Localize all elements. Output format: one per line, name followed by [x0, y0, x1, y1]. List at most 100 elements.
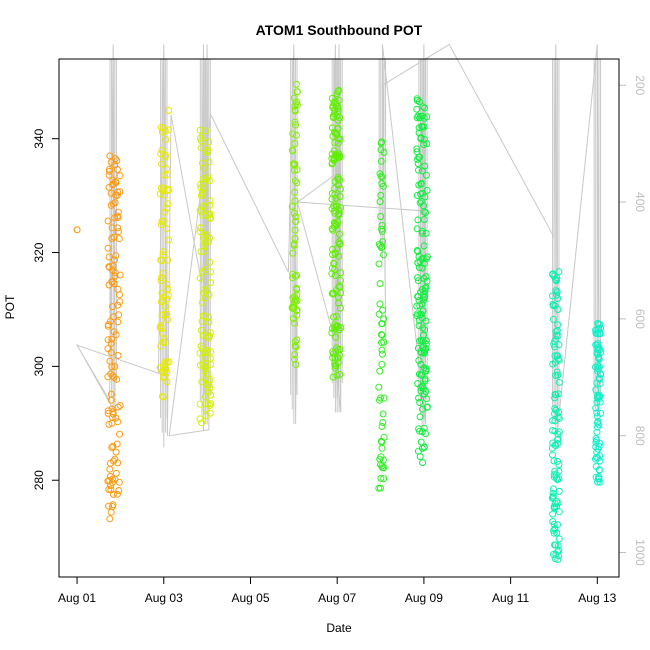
data-point — [378, 360, 386, 368]
data-point — [106, 515, 114, 523]
data-point — [106, 465, 114, 473]
data-point — [291, 107, 299, 115]
data-point — [422, 171, 430, 179]
data-point — [106, 357, 114, 365]
data-point — [336, 371, 344, 378]
data-point — [200, 234, 208, 241]
data-point — [199, 132, 207, 140]
data-point — [293, 284, 300, 292]
data-point — [595, 354, 603, 362]
data-point — [413, 148, 421, 156]
data-point — [592, 435, 600, 442]
data-point — [416, 413, 424, 421]
x-tick-label: Aug 11 — [492, 591, 529, 605]
data-point — [332, 333, 340, 341]
data-point — [592, 363, 599, 371]
data-point — [333, 203, 341, 211]
data-point — [198, 208, 206, 216]
data-point — [157, 274, 165, 282]
data-point — [292, 361, 300, 368]
data-point — [417, 135, 425, 143]
data-point — [555, 268, 563, 276]
data-point — [109, 200, 117, 208]
data-point — [293, 88, 301, 96]
data-point — [158, 221, 165, 229]
data-point — [202, 405, 210, 413]
data-point — [289, 130, 297, 138]
data-point — [328, 290, 336, 297]
data-point — [331, 364, 339, 372]
data-point — [196, 400, 204, 408]
data-point — [422, 388, 430, 395]
y-tick-label: 280 — [32, 470, 46, 490]
data-point — [416, 453, 424, 461]
x-tick-label: Aug 07 — [318, 591, 356, 605]
data-point — [554, 295, 562, 302]
data-point — [114, 208, 122, 216]
data-point — [592, 443, 600, 451]
data-point — [331, 219, 339, 227]
data-point — [418, 428, 426, 436]
data-point — [593, 409, 601, 417]
data-point — [595, 320, 602, 328]
data-point — [108, 224, 116, 232]
data-point — [553, 474, 560, 482]
data-point — [107, 339, 115, 347]
data-point — [207, 279, 215, 287]
data-point — [105, 502, 113, 510]
data-point — [108, 235, 116, 242]
y2-tick-label: 400 — [633, 192, 647, 212]
data-point — [329, 112, 337, 120]
data-point — [160, 184, 168, 192]
data-point — [331, 139, 339, 147]
data-point — [554, 371, 562, 379]
data-point — [330, 259, 338, 267]
data-point — [555, 508, 563, 516]
data-point — [380, 338, 388, 346]
data-point — [417, 310, 425, 318]
data-point — [111, 161, 119, 169]
data-point — [197, 192, 205, 200]
data-point — [380, 433, 388, 441]
data-point — [420, 242, 428, 250]
data-point — [554, 430, 562, 438]
data-point — [553, 529, 561, 537]
data-point — [377, 474, 385, 482]
data-point — [380, 464, 388, 472]
data-point — [553, 291, 560, 299]
data-point — [552, 406, 560, 414]
data-point — [161, 335, 169, 343]
data-point — [290, 94, 298, 102]
data-point — [555, 341, 563, 349]
x-tick-label: Aug 13 — [578, 591, 616, 605]
data-point — [196, 126, 204, 134]
data-point — [198, 159, 206, 167]
data-point — [109, 442, 117, 450]
data-point — [418, 227, 426, 235]
data-point — [112, 252, 120, 260]
data-point — [336, 304, 344, 312]
data-point — [197, 248, 205, 256]
data-point — [375, 383, 383, 391]
data-point — [552, 541, 559, 549]
data-point — [378, 350, 386, 358]
data-point — [157, 298, 165, 306]
data-point — [329, 354, 337, 362]
data-point — [332, 272, 340, 280]
data-point — [200, 164, 208, 172]
x-axis-label: Date — [326, 621, 352, 635]
data-point — [292, 131, 300, 139]
data-point — [112, 331, 120, 339]
data-point — [109, 408, 117, 416]
data-point — [376, 170, 384, 178]
data-point — [292, 213, 300, 221]
data-point — [109, 490, 117, 498]
data-point — [549, 360, 557, 368]
data-point — [378, 423, 386, 430]
data-point — [423, 395, 430, 403]
data-point — [335, 181, 342, 189]
data-point — [198, 378, 206, 386]
data-point — [157, 150, 165, 158]
data-point — [554, 440, 562, 447]
data-point — [104, 217, 112, 225]
